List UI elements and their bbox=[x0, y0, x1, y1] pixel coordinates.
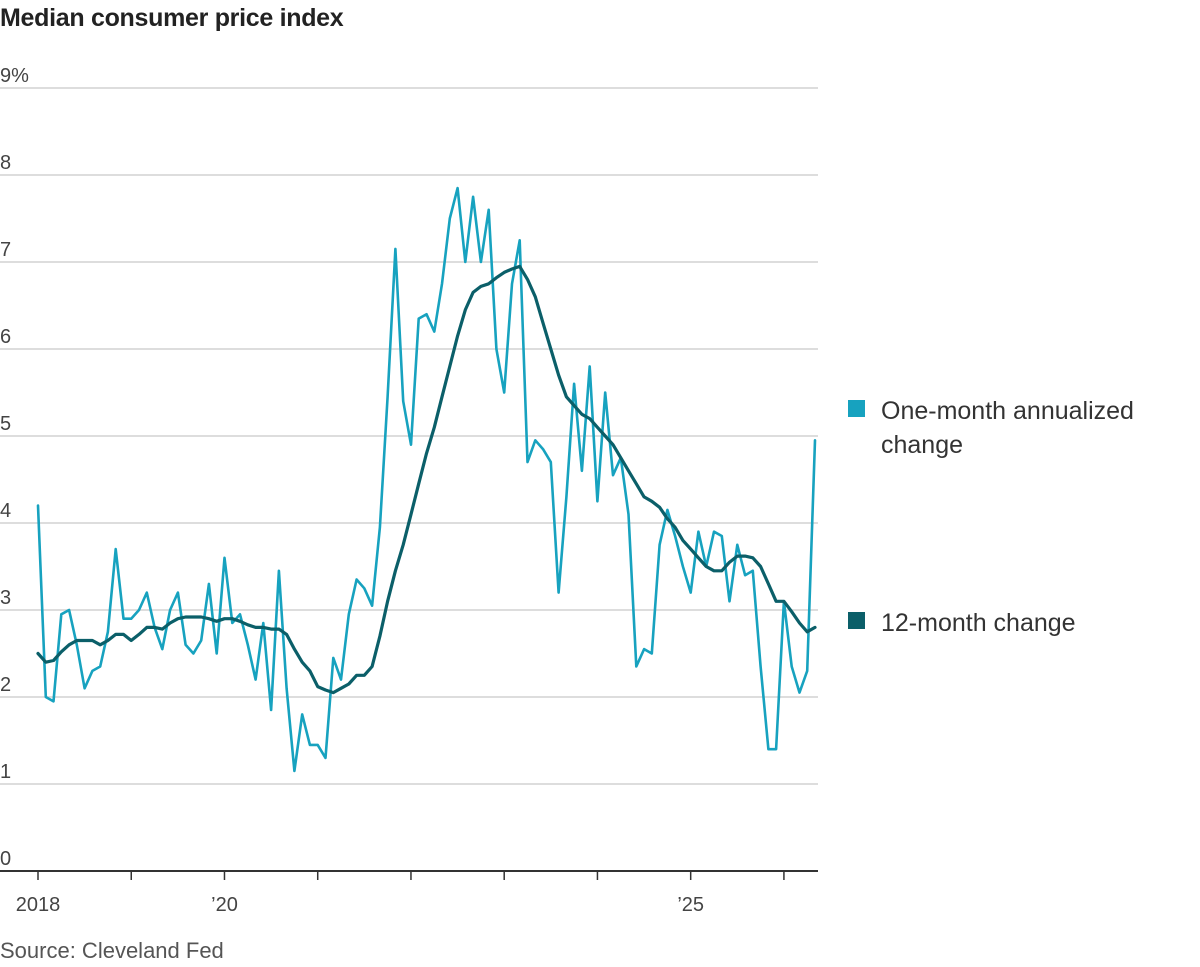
series-line-twelve-month bbox=[36, 264, 817, 695]
y-tick-label: 4 bbox=[0, 500, 11, 522]
legend-item-twelve-month: 12-month change bbox=[848, 606, 1076, 640]
chart-title: Median consumer price index bbox=[0, 4, 344, 32]
x-axis: 2018 ’20 ’25 bbox=[0, 870, 818, 916]
y-tick-label: 5 bbox=[0, 413, 11, 435]
x-tick-label: ’25 bbox=[677, 894, 704, 916]
y-tick-label: 2 bbox=[0, 674, 11, 696]
source-note: Source: Cleveland Fed bbox=[0, 938, 224, 963]
y-tick-label: 7 bbox=[0, 239, 11, 261]
legend-label-one-month-line2: change bbox=[881, 431, 964, 459]
x-tick-label: 2018 bbox=[16, 894, 61, 916]
x-tick-label: ’20 bbox=[211, 894, 238, 916]
y-tick-label: 3 bbox=[0, 587, 11, 609]
series-line-one-month bbox=[36, 186, 817, 773]
legend-swatch-one-month bbox=[848, 400, 865, 417]
legend-label-one-month: One-month annualized change bbox=[881, 394, 1134, 462]
y-tick-label: 1 bbox=[0, 761, 11, 783]
y-tick-label: 0 bbox=[0, 848, 11, 870]
legend-label-one-month-line1: One-month annualized bbox=[881, 397, 1134, 425]
legend-swatch-twelve-month bbox=[848, 612, 865, 629]
chart-plot: 0 1 2 3 4 5 6 7 8 9% 2018 ’20 ’25 bbox=[0, 65, 818, 916]
y-axis-tick-labels: 0 1 2 3 4 5 6 7 8 9% bbox=[0, 65, 29, 870]
y-tick-label: 9% bbox=[0, 65, 29, 87]
y-tick-label: 8 bbox=[0, 152, 11, 174]
legend-item-one-month: One-month annualized change bbox=[848, 394, 1134, 462]
legend-label-twelve-month: 12-month change bbox=[881, 609, 1076, 637]
grid-lines bbox=[0, 87, 818, 785]
y-tick-label: 6 bbox=[0, 326, 11, 348]
series-lines bbox=[36, 186, 817, 773]
